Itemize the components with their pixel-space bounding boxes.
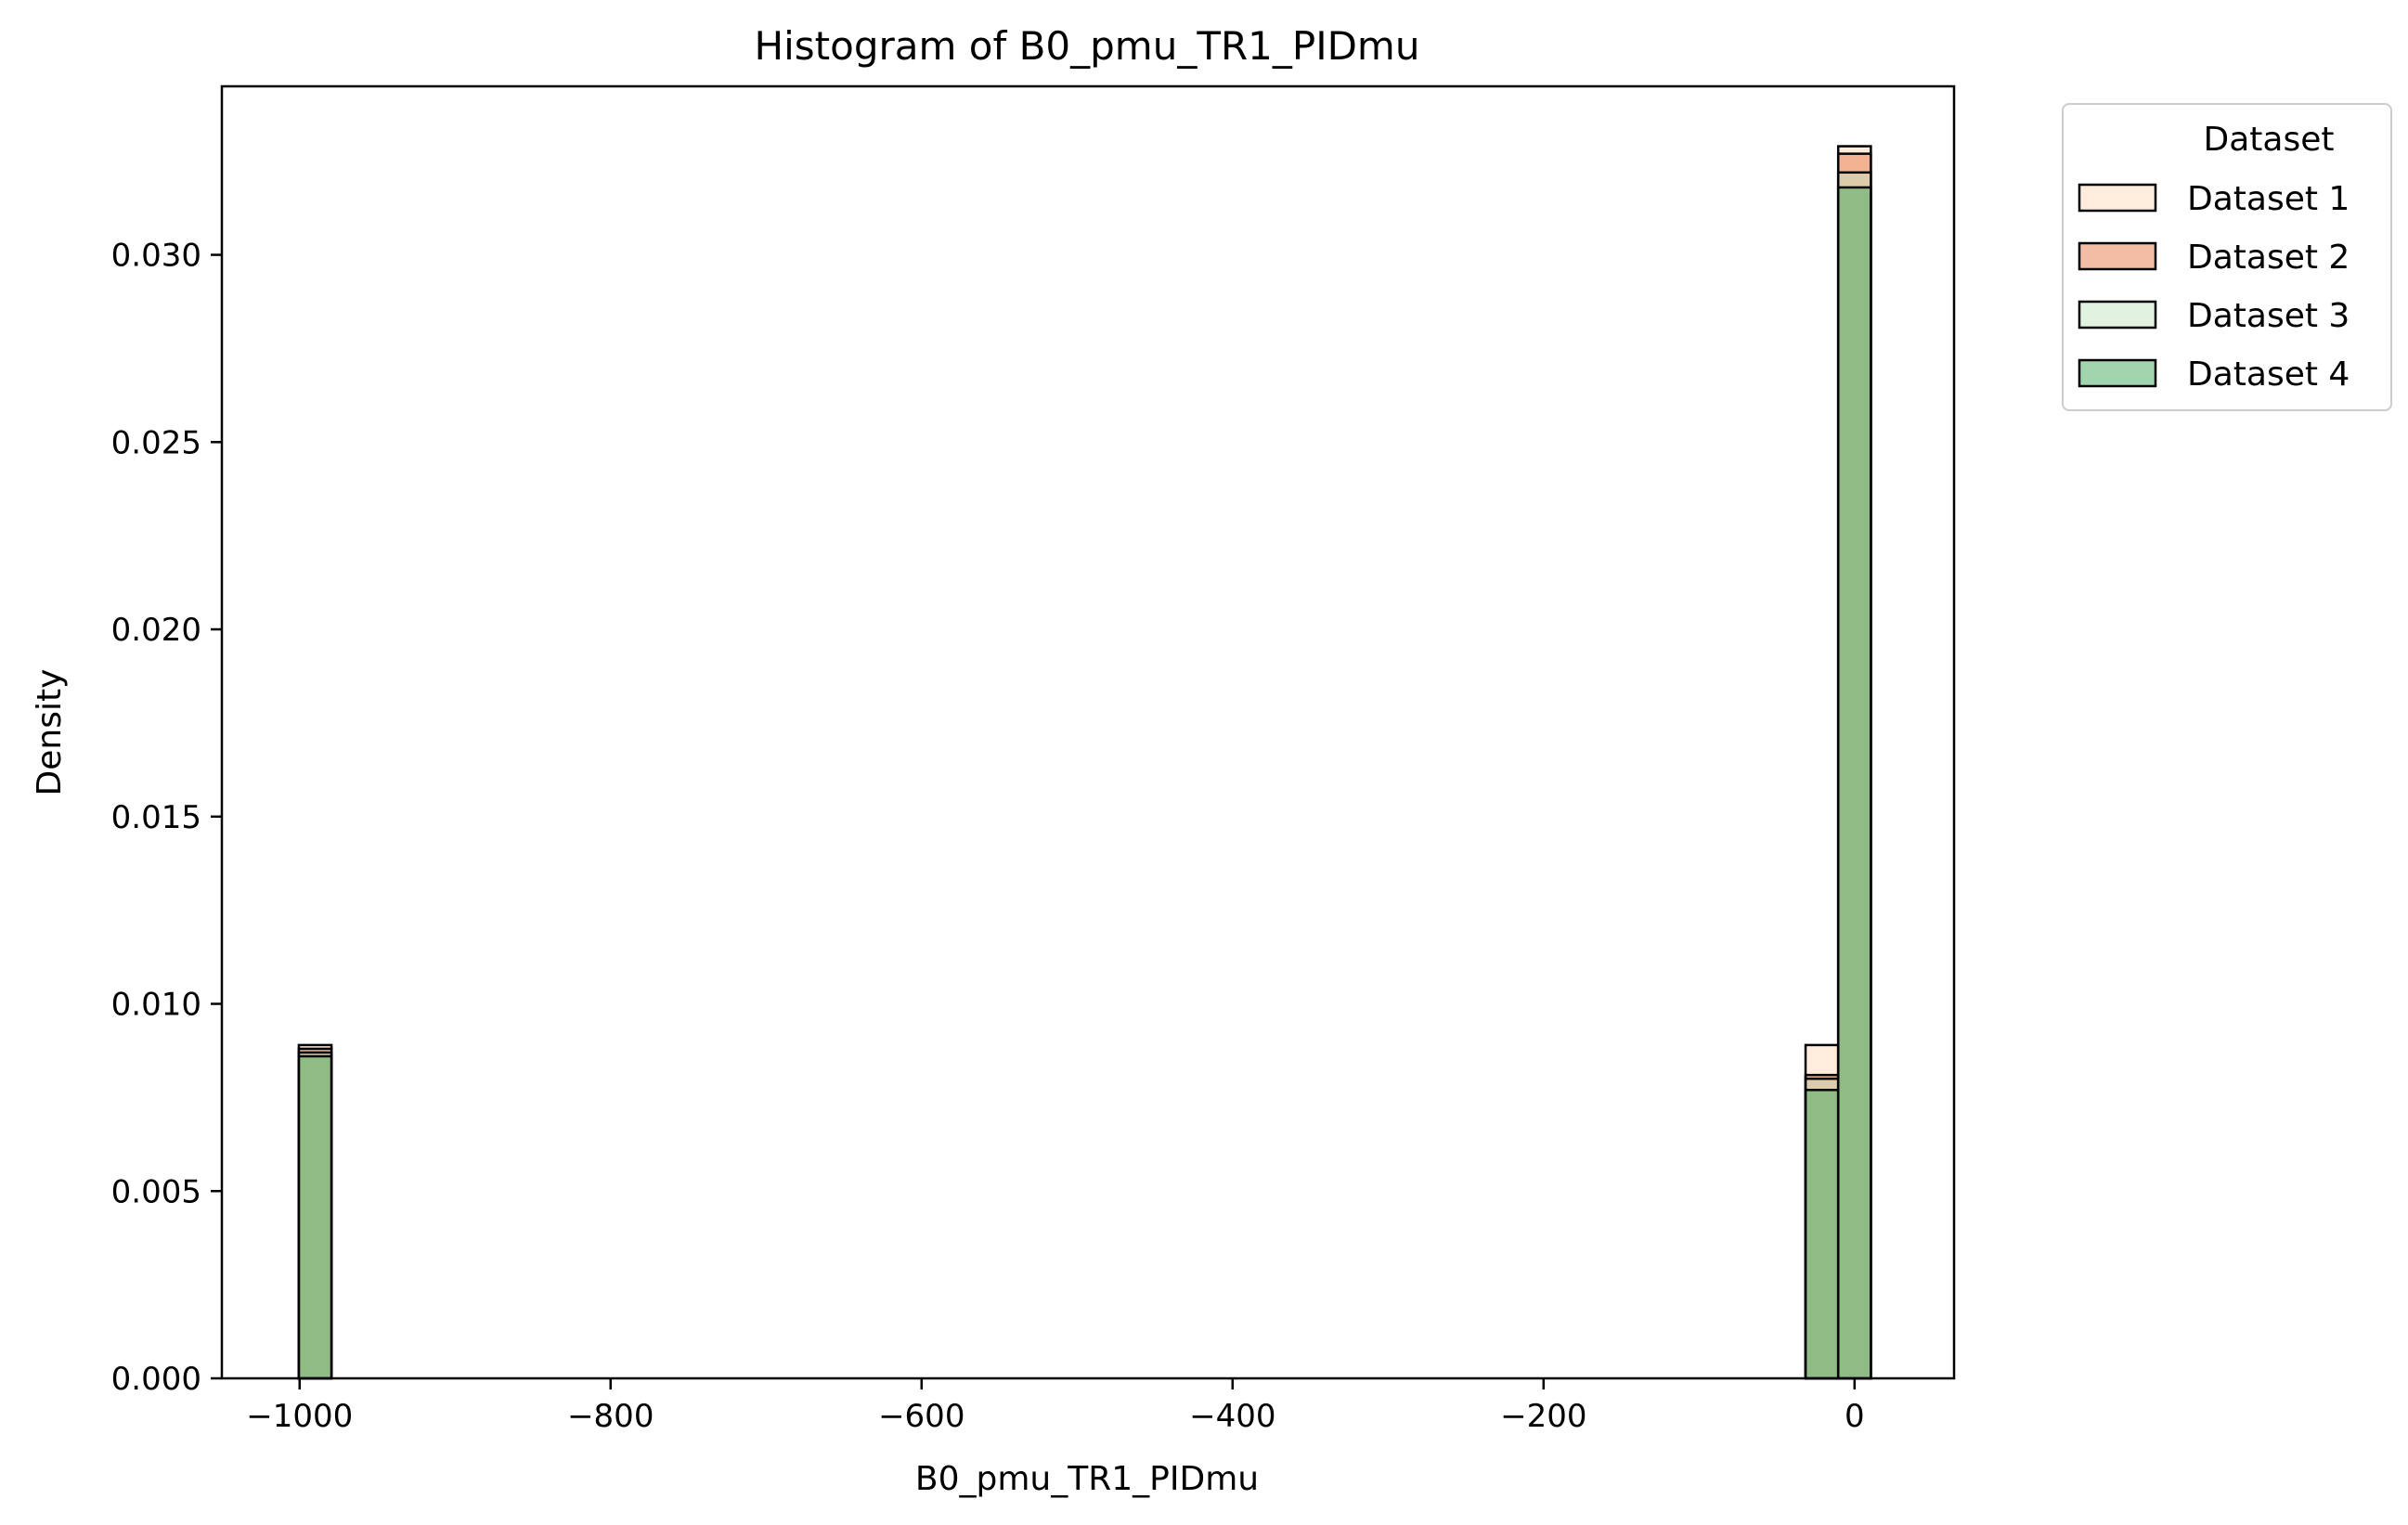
- chart-title: Histogram of B0_pmu_TR1_PIDmu: [755, 23, 1420, 69]
- x-tick-label: −600: [878, 1398, 964, 1435]
- y-tick-label: 0.005: [111, 1173, 201, 1210]
- legend-swatch: [2078, 241, 2157, 271]
- x-axis-label: B0_pmu_TR1_PIDmu: [915, 1460, 1259, 1498]
- plot-frame: [220, 84, 1956, 1380]
- histogram-bar: [1804, 1089, 1840, 1380]
- x-tick-label: −800: [567, 1398, 654, 1435]
- y-tick-label: 0.015: [111, 799, 201, 836]
- x-axis-ticks: −1000 −800 −600 −400 −200 0: [246, 1378, 1865, 1435]
- legend-swatch: [2078, 183, 2157, 213]
- y-tick-label: 0.025: [111, 424, 201, 461]
- x-tick-label: 0: [1845, 1398, 1865, 1435]
- y-axis-label: Density: [31, 669, 69, 796]
- y-tick-label: 0.000: [111, 1361, 201, 1398]
- x-tick-label: −400: [1189, 1398, 1275, 1435]
- y-tick-label: 0.030: [111, 238, 201, 275]
- legend-frame: [2062, 103, 2392, 411]
- histogram-bar: [297, 1054, 333, 1380]
- legend-swatch: [2078, 358, 2157, 388]
- legend-swatch: [2078, 300, 2157, 330]
- x-tick-label: −1000: [246, 1398, 353, 1435]
- legend-label: Dataset 3: [2187, 297, 2350, 335]
- legend-label: Dataset 2: [2187, 239, 2350, 277]
- x-tick-label: −200: [1500, 1398, 1586, 1435]
- legend-items: Dataset 1 Dataset 2 Dataset 3 Dataset 4: [2078, 180, 2350, 394]
- legend-title: Dataset: [2204, 121, 2335, 159]
- legend-label: Dataset 1: [2187, 180, 2350, 218]
- histogram-bar: [1836, 186, 1872, 1380]
- y-tick-label: 0.010: [111, 987, 201, 1024]
- y-tick-label: 0.020: [111, 612, 201, 649]
- legend-label: Dataset 4: [2187, 355, 2350, 394]
- y-axis-ticks: 0.000 0.005 0.010 0.015 0.020 0.025 0.030: [111, 238, 222, 1398]
